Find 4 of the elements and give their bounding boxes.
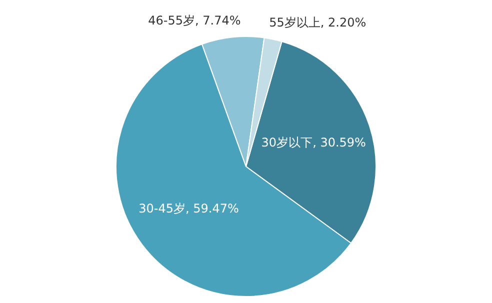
slice-label: 30岁以下, 30.59% — [261, 135, 366, 150]
slice-label: 46-55岁, 7.74% — [148, 13, 241, 28]
slice-label: 55岁以上, 2.20% — [269, 15, 366, 30]
slice-label: 30-45岁, 59.47% — [138, 201, 239, 216]
